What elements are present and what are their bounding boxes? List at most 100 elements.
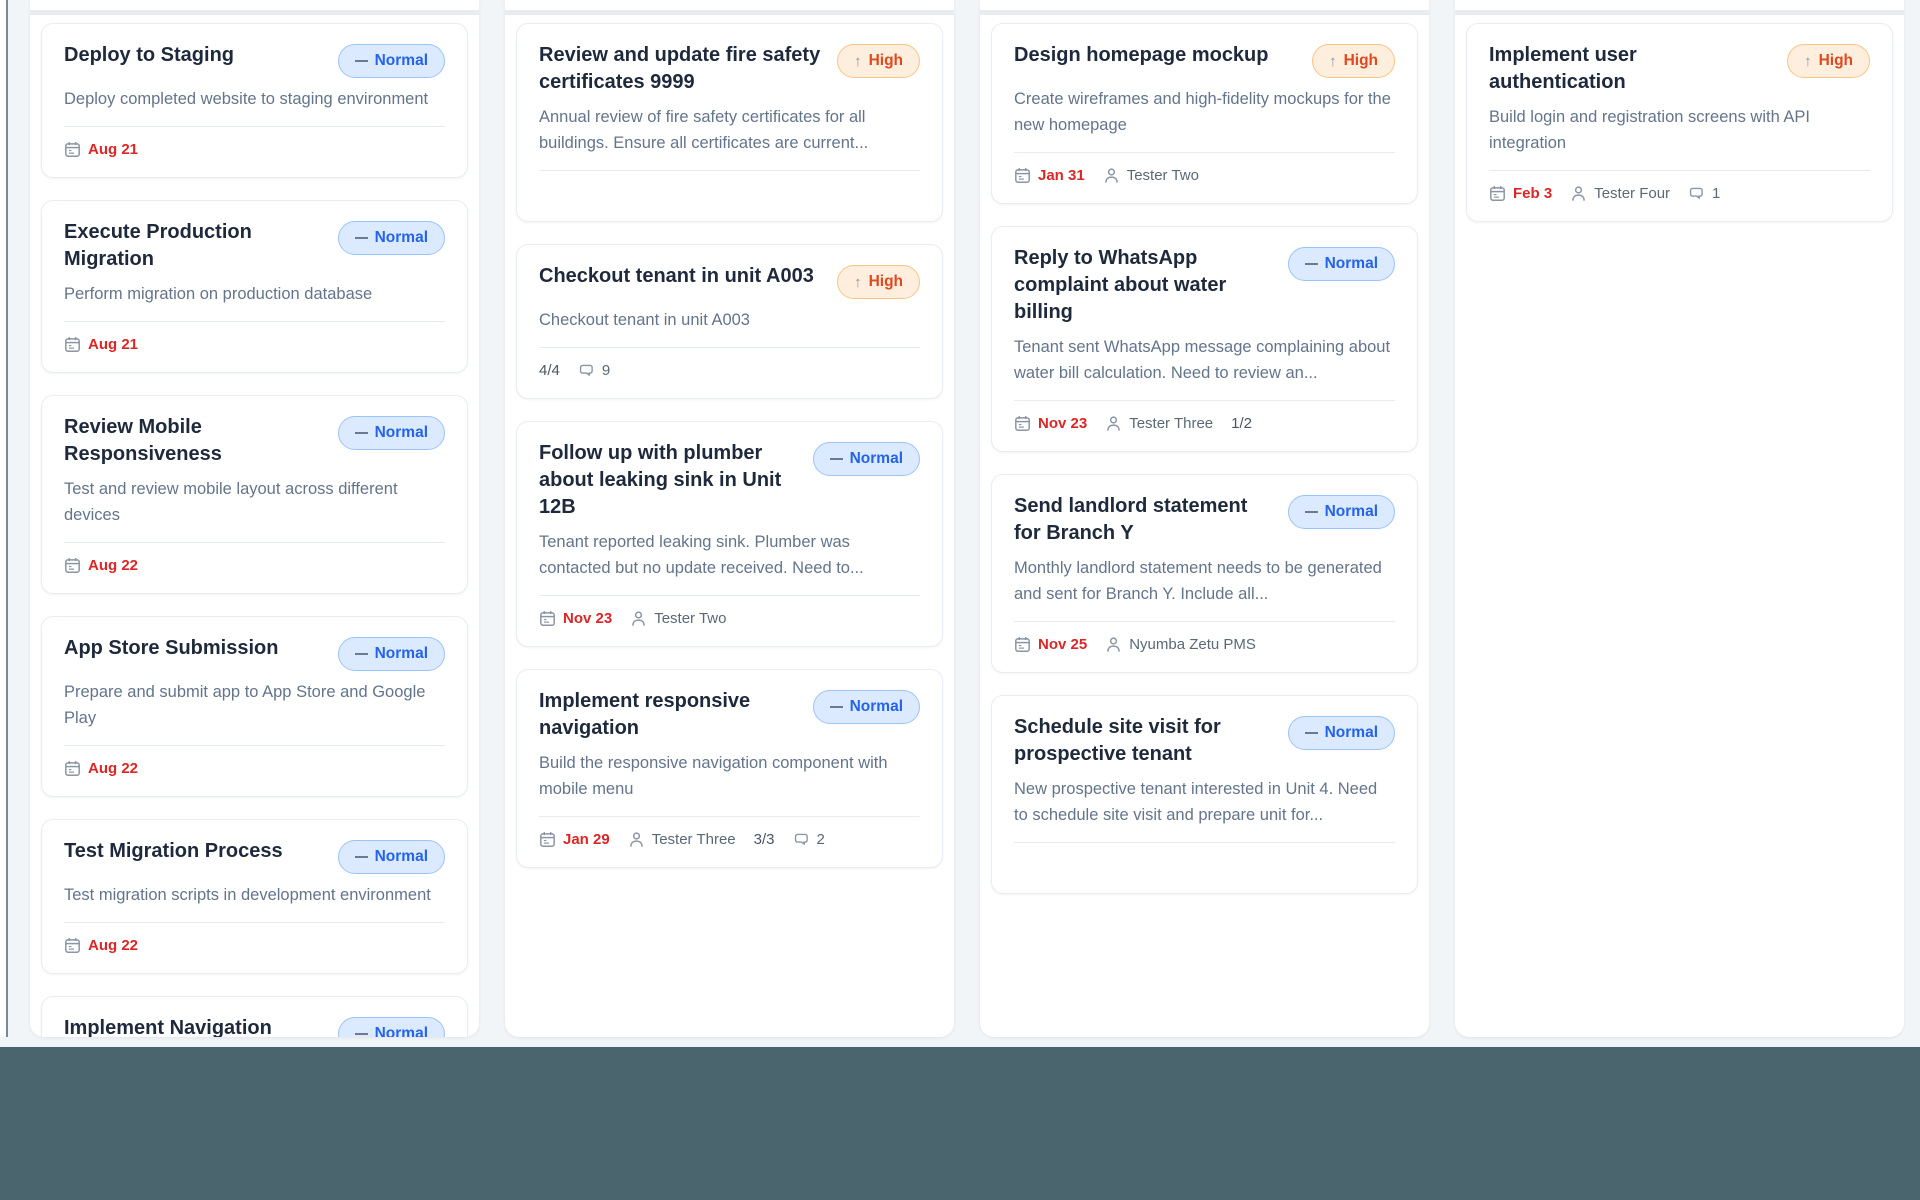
card-divider <box>64 745 445 746</box>
card-description: Test and review mobile layout across dif… <box>64 480 398 524</box>
card-footer: Aug 22 <box>64 935 445 955</box>
card-title: Reply to WhatsApp complaint about water … <box>1014 247 1227 323</box>
card-header: Implement responsive navigation Normal <box>539 688 920 742</box>
board-column-4: Implement user authentication ↑ High Bui… <box>1455 0 1904 1037</box>
task-card[interactable]: Reply to WhatsApp complaint about water … <box>991 226 1418 452</box>
priority-badge: ↑ High <box>1787 44 1870 78</box>
card-description: Build login and registration screens wit… <box>1489 108 1811 152</box>
person-icon <box>1104 167 1118 183</box>
task-card[interactable]: Checkout tenant in unit A003 ↑ High Chec… <box>516 244 943 399</box>
task-card[interactable]: Execute Production Migration Normal Perf… <box>41 200 468 373</box>
task-card[interactable]: Implement responsive navigation Normal B… <box>516 669 943 868</box>
card-divider <box>1489 170 1870 171</box>
priority-badge: Normal <box>337 416 445 450</box>
priority-label: Normal <box>374 229 428 246</box>
column-top <box>505 0 954 10</box>
calendar-icon <box>1015 415 1030 431</box>
column-cards: Review and update fire safety certificat… <box>505 15 954 879</box>
card-description: Create wireframes and high-fidelity mock… <box>1014 90 1391 134</box>
card-title: Review and update fire safety certificat… <box>539 44 821 93</box>
priority-badge: Normal <box>1287 716 1395 750</box>
task-card[interactable]: App Store Submission Normal Prepare and … <box>41 616 468 797</box>
task-card[interactable]: Follow up with plumber about leaking sin… <box>516 421 943 647</box>
priority-badge: Normal <box>337 840 445 874</box>
arrow-up-icon: ↑ <box>1804 52 1812 70</box>
card-description: Test migration scripts in development en… <box>64 886 431 904</box>
card-title: Test Migration Process <box>64 840 283 862</box>
card-title: Design homepage mockup <box>1014 44 1269 66</box>
card-divider <box>1014 152 1395 153</box>
checklist-count: 3/3 <box>753 830 775 848</box>
card-header: Test Migration Process Normal <box>64 838 445 874</box>
dash-icon <box>1304 511 1318 513</box>
task-card[interactable]: Deploy to Staging Normal Deploy complete… <box>41 23 468 178</box>
comments-count: 9 <box>578 362 610 379</box>
priority-badge: Normal <box>812 442 920 476</box>
priority-badge: Normal <box>812 690 920 724</box>
task-card[interactable]: Schedule site visit for prospective tena… <box>991 695 1418 894</box>
due-date: Nov 23 <box>1014 415 1087 432</box>
task-card[interactable]: Implement Navigation Normal <box>41 996 468 1037</box>
task-card[interactable]: Review Mobile Responsiveness Normal Test… <box>41 395 468 594</box>
task-card[interactable]: Review and update fire safety certificat… <box>516 23 943 222</box>
card-header: Send landlord statement for Branch Y Nor… <box>1014 493 1395 547</box>
person-icon <box>1107 415 1120 431</box>
card-divider <box>64 922 445 923</box>
card-footer: 4/4 9 <box>539 360 920 380</box>
priority-label: High <box>1818 52 1853 69</box>
task-card[interactable]: Send landlord statement for Branch Y Nor… <box>991 474 1418 673</box>
person-icon <box>1572 185 1585 201</box>
priority-label: Normal <box>1324 724 1378 741</box>
column-header-divider <box>1455 10 1904 15</box>
card-header: Follow up with plumber about leaking sin… <box>539 440 920 521</box>
card-title: Deploy to Staging <box>64 44 234 66</box>
card-description: Checkout tenant in unit A003 <box>539 311 750 329</box>
dash-icon <box>1304 263 1318 265</box>
card-divider <box>1014 842 1395 843</box>
person-icon <box>632 610 645 626</box>
priority-label: Normal <box>374 52 428 69</box>
card-footer <box>539 183 920 203</box>
card-header: Implement Navigation Normal <box>64 1015 445 1037</box>
dash-icon <box>829 458 843 460</box>
card-description: Tenant sent WhatsApp message complaining… <box>1014 338 1391 382</box>
arrow-up-icon: ↑ <box>854 52 862 70</box>
comments-count: 1 <box>1688 185 1720 202</box>
priority-badge: Normal <box>337 44 445 78</box>
card-description: New prospective tenant interested in Uni… <box>1014 780 1378 824</box>
card-header: Reply to WhatsApp complaint about water … <box>1014 245 1395 326</box>
calendar-icon <box>65 141 80 157</box>
task-card[interactable]: Design homepage mockup ↑ High Create wir… <box>991 23 1418 204</box>
calendar-icon <box>540 610 555 626</box>
task-card[interactable]: Implement user authentication ↑ High Bui… <box>1466 23 1893 222</box>
assignee: Nyumba Zetu PMS <box>1105 636 1256 653</box>
card-footer: Jan 31 Tester Two <box>1014 165 1395 185</box>
card-footer: Nov 23 Tester Two <box>539 608 920 628</box>
card-description: Deploy completed website to staging envi… <box>64 90 429 108</box>
card-header: Review Mobile Responsiveness Normal <box>64 414 445 468</box>
priority-label: High <box>1343 52 1378 69</box>
assignee: Tester Two <box>630 610 726 627</box>
column-cards: Implement user authentication ↑ High Bui… <box>1455 15 1904 233</box>
calendar-icon <box>65 336 80 352</box>
card-footer: Aug 22 <box>64 555 445 575</box>
card-divider <box>64 542 445 543</box>
dash-icon <box>354 856 368 858</box>
comment-icon <box>579 364 593 376</box>
card-divider <box>64 126 445 127</box>
checklist-count: 4/4 <box>539 361 560 379</box>
dash-icon <box>354 60 368 62</box>
card-header: Design homepage mockup ↑ High <box>1014 42 1395 78</box>
calendar-icon <box>65 557 80 573</box>
card-footer: Nov 23 Tester Three 1/2 <box>1014 413 1395 433</box>
calendar-icon <box>540 831 555 847</box>
task-card[interactable]: Test Migration Process Normal Test migra… <box>41 819 468 974</box>
card-title: Checkout tenant in unit A003 <box>539 265 814 287</box>
card-divider <box>539 170 920 171</box>
card-title: Send landlord statement for Branch Y <box>1014 495 1248 544</box>
card-header: Implement user authentication ↑ High <box>1489 42 1870 96</box>
card-header: App Store Submission Normal <box>64 635 445 671</box>
comments-count: 2 <box>793 831 825 848</box>
card-divider <box>539 816 920 817</box>
calendar-icon <box>1015 636 1030 652</box>
